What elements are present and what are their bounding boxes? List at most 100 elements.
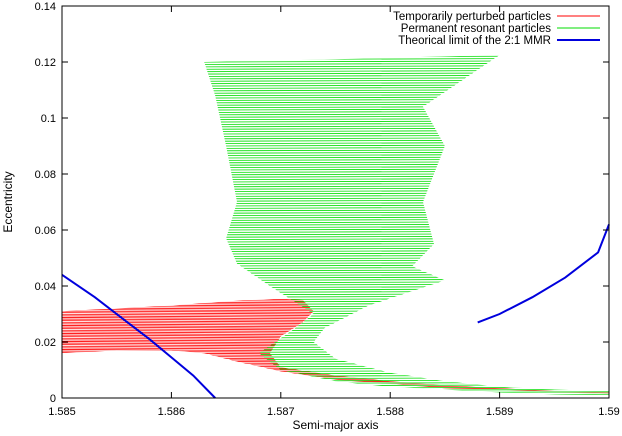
trace-line: [204, 352, 609, 356]
trace-line: [204, 252, 609, 256]
trace-line: [204, 290, 609, 294]
trace-line: [204, 211, 609, 215]
trace-line: [204, 216, 609, 220]
trace-line: [204, 254, 609, 258]
trace-line: [62, 360, 609, 365]
trace-line: [204, 220, 609, 224]
trace-line: [204, 391, 609, 395]
x-axis-label: Semi-major axis: [292, 418, 378, 432]
trace-line: [204, 165, 609, 169]
trace-line: [204, 232, 609, 236]
trace-line: [204, 384, 609, 388]
trace-line: [62, 355, 609, 360]
trace-line: [204, 379, 609, 383]
trace-line: [204, 292, 609, 296]
trace-line: [204, 175, 609, 179]
trace-line: [204, 261, 609, 265]
trace-line: [204, 201, 609, 205]
trace-line: [204, 206, 609, 210]
trace-line: [62, 364, 609, 369]
trace-line: [204, 163, 609, 167]
trace-line: [204, 67, 609, 71]
trace-line: [204, 271, 609, 275]
series-temporarily-perturbed: [52, 298, 619, 397]
y-tick-label: 0.06: [35, 225, 56, 237]
trace-line: [204, 153, 609, 157]
trace-line: [62, 384, 609, 389]
trace-line: [204, 278, 609, 282]
trace-line: [62, 352, 609, 357]
trace-line: [204, 180, 609, 184]
trace-line: [204, 132, 609, 136]
series-theoretical-limit: [61, 224, 610, 399]
trace-line: [204, 237, 609, 241]
trace-line: [204, 84, 609, 87]
trace-line: [62, 385, 609, 390]
trace-line: [204, 304, 609, 308]
trace-line: [204, 172, 609, 176]
y-tick-label: 0: [50, 393, 56, 405]
trace-line: [204, 355, 609, 359]
trace-line: [204, 65, 609, 68]
trace-line: [204, 196, 609, 200]
x-tick-label: 1.587: [267, 406, 295, 418]
trace-line: [204, 60, 609, 63]
trace-line: [62, 342, 609, 347]
limit-curve: [61, 273, 216, 399]
y-tick-label: 0.02: [35, 337, 56, 349]
trace-line: [204, 285, 609, 289]
y-tick-label: 0.08: [35, 169, 56, 181]
trace-line: [204, 115, 609, 119]
trace-line: [204, 184, 609, 188]
trace-line: [204, 168, 609, 172]
trace-line: [204, 247, 609, 251]
trace-line: [204, 72, 609, 75]
trace-line: [62, 307, 609, 312]
trace-line: [62, 350, 609, 355]
trace-line: [204, 235, 609, 239]
legend-label: Theorical limit of the 2:1 MMR: [398, 35, 551, 47]
trace-line: [62, 353, 609, 358]
trace-line: [204, 151, 609, 155]
trace-line: [204, 372, 609, 376]
trace-line: [204, 146, 609, 150]
trace-line: [62, 323, 609, 328]
series-permanent-resonant: [52, 51, 619, 396]
trace-line: [62, 344, 609, 349]
trace-line: [204, 357, 609, 361]
trace-line: [204, 276, 609, 280]
trace-line: [204, 273, 609, 277]
trace-line: [204, 218, 609, 222]
trace-line: [204, 113, 609, 116]
trace-line: [62, 392, 609, 394]
trace-line: [204, 122, 609, 126]
trace-line: [204, 91, 609, 95]
trace-line: [204, 244, 609, 248]
trace-line: [204, 86, 609, 90]
trace-line: [204, 81, 609, 85]
trace-line: [204, 170, 609, 174]
trace-line: [204, 393, 609, 396]
y-axis: 0 0.02 0.04 0.06 0.08 0.1 0.12 0.14: [35, 1, 609, 405]
trace-line: [52, 51, 619, 53]
trace-line: [204, 117, 609, 121]
trace-line: [204, 204, 609, 208]
limit-curve: [477, 224, 610, 324]
trace-line: [204, 125, 609, 128]
trace-line: [62, 340, 609, 345]
x-tick-label: 1.585: [48, 406, 76, 418]
trace-line: [204, 77, 609, 80]
y-tick-label: 0.14: [35, 1, 56, 13]
trace-line: [62, 347, 609, 352]
x-tick-label: 1.59: [598, 406, 619, 418]
trace-line: [62, 337, 609, 342]
trace-line: [204, 96, 609, 99]
trace-line: [62, 324, 609, 329]
plot-area: [52, 51, 619, 399]
trace-line: [204, 139, 609, 143]
trace-line: [62, 369, 609, 374]
trace-line: [204, 288, 609, 292]
trace-line: [204, 105, 609, 109]
trace-line: [62, 382, 609, 387]
trace-line: [52, 394, 619, 397]
